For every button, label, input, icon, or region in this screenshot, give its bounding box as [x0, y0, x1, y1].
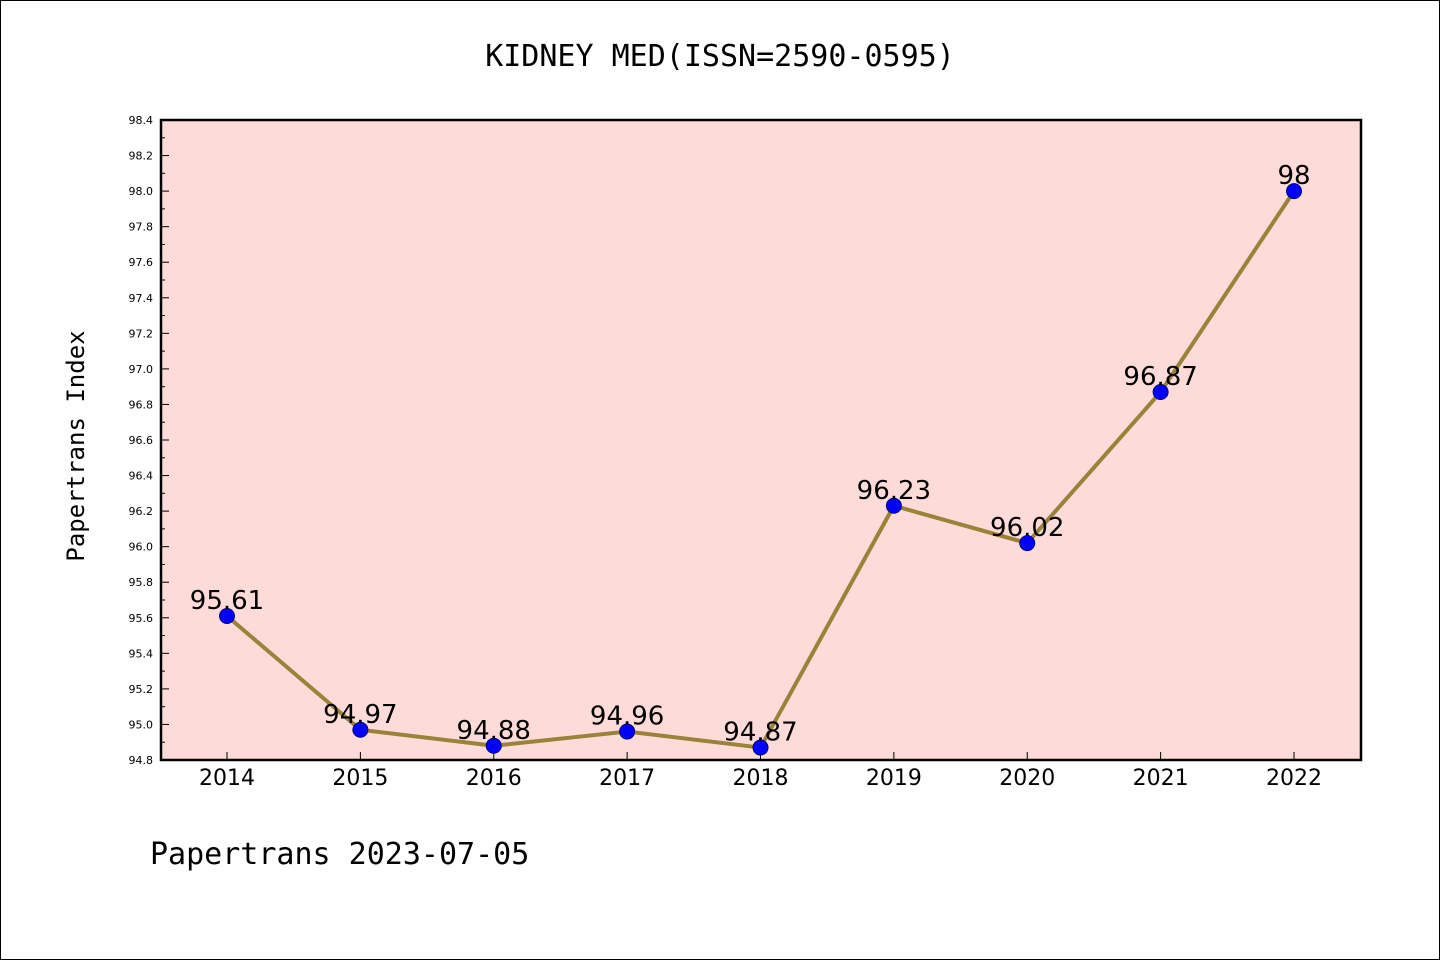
x-axis: 2014 2015 2016 2017 2018 2019 2020 2021 2022 — [199, 752, 1322, 791]
data-label: 95.61 — [190, 586, 264, 616]
data-point — [485, 737, 502, 754]
x-tick-label: 2016 — [466, 766, 522, 791]
series-layer: 95.61 94.97 94.88 94.96 94.87 96.23 96.02 96.87… — [190, 161, 1311, 756]
x-tick-label: 2014 — [199, 766, 255, 791]
data-point — [885, 497, 902, 514]
x-tick-label: 2017 — [599, 766, 655, 791]
y-tick-label: 97.4 — [129, 292, 154, 305]
y-tick-label: 96.0 — [129, 541, 154, 554]
y-tick-label: 95.4 — [129, 647, 154, 660]
y-tick-label: 98.4 — [129, 114, 154, 127]
data-label: 96.87 — [1123, 362, 1197, 392]
y-tick-label: 96.6 — [129, 434, 154, 447]
data-label: 94.97 — [323, 700, 397, 730]
data-point — [752, 739, 769, 756]
chart-title: KIDNEY MED(ISSN=2590-0595) — [485, 39, 955, 74]
x-tick-label: 2022 — [1266, 766, 1322, 791]
y-tick-label: 97.0 — [129, 363, 154, 376]
y-tick-label: 97.8 — [129, 221, 154, 234]
x-tick-label: 2018 — [733, 766, 789, 791]
data-label: 94.88 — [457, 716, 531, 746]
x-tick-label: 2020 — [999, 766, 1055, 791]
data-label: 94.87 — [723, 718, 797, 748]
y-tick-label: 95.8 — [129, 576, 154, 589]
data-point — [1286, 183, 1302, 200]
x-tick-label: 2021 — [1133, 766, 1189, 791]
y-tick-label: 94.8 — [129, 754, 154, 767]
y-tick-label: 98.0 — [129, 185, 154, 198]
data-point — [219, 608, 235, 624]
y-tick-label: 97.2 — [129, 327, 154, 340]
plot-border — [159, 118, 1363, 762]
data-label: 94.96 — [590, 702, 664, 732]
x-tick-label: 2015 — [332, 766, 388, 791]
y-tick-label: 96.4 — [129, 470, 154, 483]
y-axis-label: Papertrans Index — [62, 330, 90, 561]
data-point — [1019, 535, 1036, 552]
data-point — [352, 721, 369, 738]
data-label: 96.02 — [990, 513, 1064, 543]
data-point — [619, 723, 636, 740]
data-point — [1152, 384, 1169, 400]
y-tick-label: 96.8 — [129, 398, 154, 411]
footer-date: Papertrans 2023-07-05 — [150, 837, 529, 872]
data-label: 96.23 — [857, 476, 931, 506]
y-tick-label: 98.2 — [129, 150, 154, 163]
y-tick-label: 96.2 — [129, 505, 154, 518]
y-tick-label: 95.2 — [129, 683, 154, 696]
data-label: 98 — [1277, 161, 1310, 191]
y-axis: 94.8 95.0 95.2 95.4 95.6 95.8 96.0 96.2 96.4 96.6… — [129, 114, 169, 767]
plot-area — [161, 120, 1361, 760]
x-tick-label: 2019 — [866, 766, 922, 791]
y-tick-label: 95.6 — [129, 612, 154, 625]
y-tick-label: 95.0 — [129, 718, 154, 731]
y-tick-label: 97.6 — [129, 256, 154, 269]
